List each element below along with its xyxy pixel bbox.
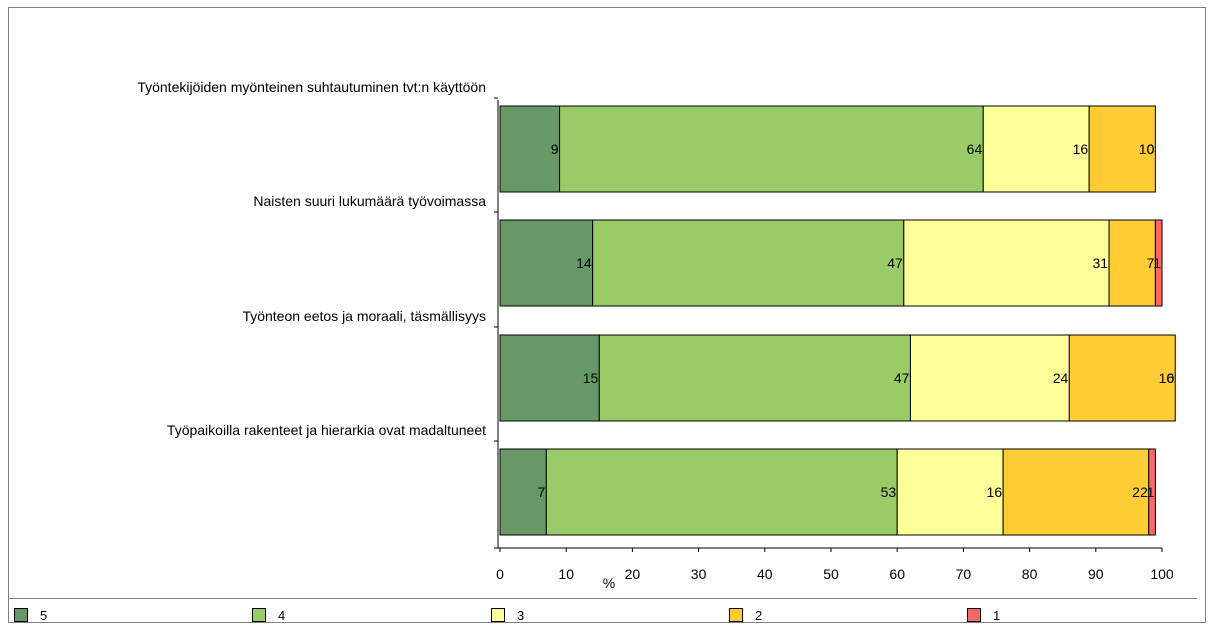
x-tick-label: 20 [625,566,641,582]
category-label: Työpaikoilla rakenteet ja hierarkia ovat… [167,422,486,438]
x-tick-label: 40 [757,566,773,582]
x-tick-label: 50 [823,566,839,582]
x-tick-label: 10 [558,566,574,582]
chart-frame [8,7,1206,623]
legend-swatch [14,608,28,622]
bar-segment [499,448,547,536]
bar-segment [982,105,1090,193]
data-label: 22 [1132,484,1148,500]
legend-swatch [491,608,505,622]
category-label: Työntekijöiden myönteinen suhtautuminen … [137,79,486,95]
legend-label: 3 [517,607,525,623]
legend-label: 4 [278,607,286,623]
x-tick-label: 100 [1150,566,1174,582]
data-label: 16 [1159,370,1175,386]
bar-segment [545,448,898,536]
stacked-bar-chart: 0 10 20 30 40 50 60 70 80 90 100%Työntekijöiden my… [137,79,1176,591]
legend-item: 4 [252,607,285,623]
legend-item: 2 [729,607,762,623]
data-label: 64 [967,141,983,157]
data-label: 0 [1166,370,1174,386]
data-label: 15 [583,370,599,386]
legend-item: 5 [14,607,47,623]
legend-swatch [967,608,981,622]
x-axis-title: % [603,575,615,591]
legend-swatch [252,608,266,622]
legend-item: 1 [967,607,1000,623]
x-tick-label: 90 [1088,566,1104,582]
data-label: 53 [881,484,897,500]
data-label: 7 [538,484,546,500]
bar-segment [1154,219,1163,307]
data-label: 31 [1092,255,1108,271]
legend: 5 4 3 2 1 [9,598,1197,627]
bar-segment [499,334,600,422]
data-label: 1 [1147,484,1155,500]
data-label: 47 [887,255,903,271]
bar-segment [592,219,905,307]
data-label: 16 [987,484,1003,500]
data-label: 9 [551,141,559,157]
category-label: Työnteon eetos ja moraali, täsmällisyys [242,308,486,324]
bar-segment [1088,105,1156,193]
x-tick-label: 30 [691,566,707,582]
bar-segment [909,334,1070,422]
legend-label: 5 [40,607,48,623]
x-tick-label: 60 [889,566,905,582]
bar-segment [1148,448,1156,536]
data-label: 10 [1139,141,1155,157]
legend-label: 2 [755,607,763,623]
data-label: 47 [894,370,910,386]
data-label: 14 [576,255,592,271]
bar-segment [896,448,1004,536]
bar-segment [903,219,1110,307]
x-tick-label: 80 [1022,566,1038,582]
legend-item: 3 [491,607,524,623]
x-tick-label: 70 [956,566,972,582]
bar-segment [598,334,911,422]
data-label: 0 [1147,141,1155,157]
bar-segment [499,219,594,307]
bar-segment [559,105,984,193]
data-label: 7 [1147,255,1155,271]
bar-segment [1108,219,1156,307]
data-label: 1 [1153,255,1161,271]
data-label: 16 [1073,141,1089,157]
x-tick-label: 0 [496,566,504,582]
legend-label: 1 [993,607,1001,623]
category-label: Naisten suuri lukumäärä työvoimassa [253,193,486,209]
bar-segment [1068,334,1176,422]
data-label: 24 [1053,370,1069,386]
legend-swatch [729,608,743,622]
bar-segment [1002,448,1150,536]
